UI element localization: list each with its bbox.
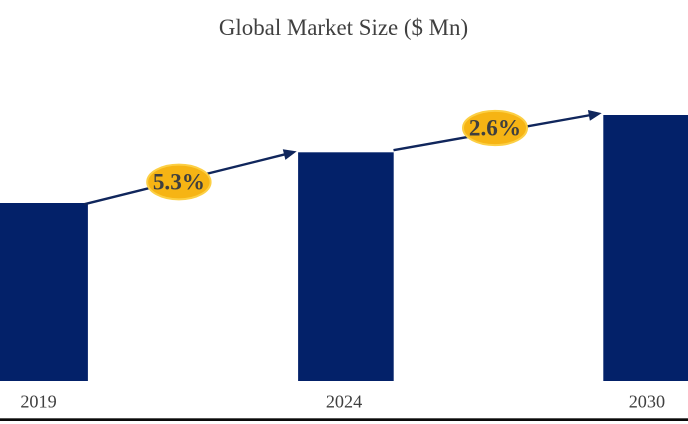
svg-text:5.3%: 5.3% [153,169,205,195]
svg-text:2030: 2030 [629,392,665,412]
svg-text:2024: 2024 [326,392,362,412]
svg-text:2019: 2019 [20,392,56,412]
svg-text:Global Market Size ($ Mn): Global Market Size ($ Mn) [219,15,468,40]
svg-text:2.6%: 2.6% [469,115,521,141]
